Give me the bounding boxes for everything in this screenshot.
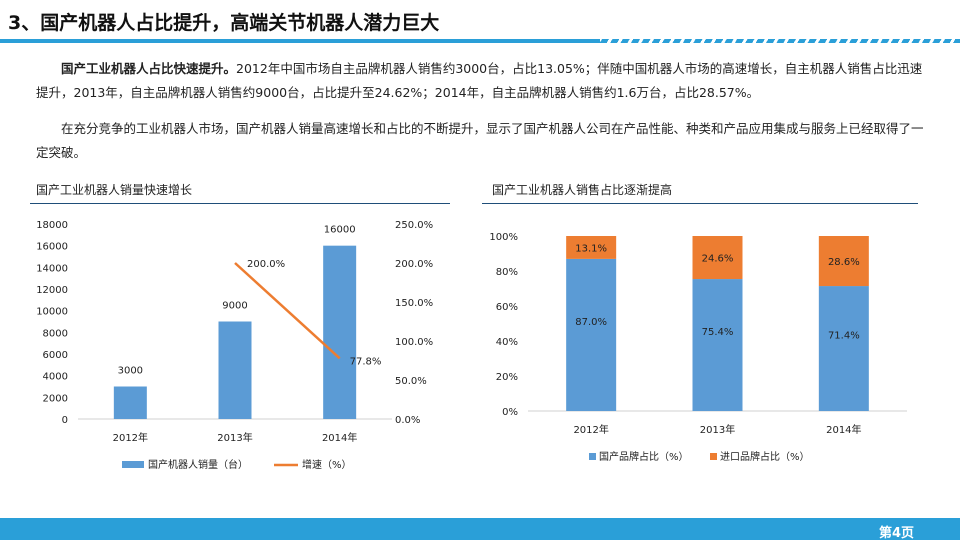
stacked-bar-import: [692, 236, 743, 280]
stacked-bar-domestic: [566, 258, 617, 411]
paragraph-1-body: 2012年中国市场自主品牌机器人销售约3000台，占比13.05%；伴随中国机器…: [36, 61, 923, 100]
right-chart-rule: [482, 203, 918, 204]
y-axis-tick-label: 8000: [43, 328, 68, 339]
y2-axis-tick-label: 150.0%: [395, 298, 433, 309]
y-axis-tick-label: 14000: [36, 263, 68, 274]
stacked-bar-domestic: [818, 286, 869, 411]
bar-data-label: 75.4%: [702, 327, 734, 338]
stacked-bar-import: [818, 236, 869, 287]
line-data-label: 200.0%: [247, 259, 285, 270]
growth-line: [234, 262, 341, 360]
stacked-bar-domestic: [692, 279, 743, 411]
y-axis-tick-label: 2000: [43, 393, 68, 404]
bar-data-label: 71.4%: [828, 331, 860, 342]
x-axis-category-label: 2013年: [700, 423, 735, 436]
bar-data-label: 16000: [324, 225, 356, 236]
legend-label-domestic: 国产品牌占比（%）: [599, 450, 689, 463]
right-chart-title: 国产工业机器人销售占比逐渐提高: [492, 183, 673, 197]
bar-data-label: 87.0%: [575, 317, 607, 328]
y-axis-tick-label: 16000: [36, 242, 68, 253]
share-stacked-chart: 0% 20% 40% 60% 80% 100% 87.0% 13.1% 75.4% 24.6% 71…: [489, 232, 907, 463]
y-axis-tick-label: 0%: [502, 407, 518, 418]
stacked-bar-import: [566, 236, 617, 259]
legend-swatch-bar: [122, 461, 144, 468]
sales-combo-chart: 0 2000 4000 6000 8000 10000 12000 14000 16000 180…: [36, 220, 433, 471]
x-axis-category-label: 2013年: [217, 431, 252, 444]
y-axis-tick-label: 10000: [36, 307, 68, 318]
bar-data-label: 3000: [118, 366, 143, 377]
y2-axis-tick-label: 50.0%: [395, 376, 427, 387]
legend-label-import: 进口品牌占比（%）: [720, 450, 810, 463]
page-number: 第4页: [878, 526, 914, 541]
slide-title: 3、国产机器人占比提升，高端关节机器人潜力巨大: [8, 12, 440, 34]
y-axis-tick-label: 60%: [496, 302, 518, 313]
legend-swatch-domestic: [589, 453, 596, 460]
bar: [323, 245, 357, 419]
x-axis-category-label: 2012年: [573, 423, 608, 436]
legend-swatch-import: [710, 453, 717, 460]
y-axis-tick-label: 0: [62, 415, 68, 426]
bar: [218, 321, 252, 419]
line-data-label: 77.8%: [350, 356, 382, 367]
bar: [113, 386, 147, 419]
y-axis-tick-label: 80%: [496, 267, 518, 278]
footer-bar: [0, 518, 960, 540]
y-axis-tick-label: 100%: [489, 232, 518, 243]
bar-data-label: 9000: [222, 301, 247, 312]
y-axis-tick-label: 4000: [43, 372, 68, 383]
x-axis-category-label: 2014年: [826, 423, 861, 436]
y2-axis-tick-label: 200.0%: [395, 259, 433, 270]
y-axis-tick-label: 12000: [36, 285, 68, 296]
x-axis-category-label: 2014年: [322, 431, 357, 444]
legend-label-bar: 国产机器人销量（台）: [148, 458, 248, 471]
bar-data-label: 24.6%: [702, 254, 734, 265]
left-chart-rule: [30, 203, 450, 204]
paragraph-1-lead: 国产工业机器人占比快速提升。: [61, 61, 237, 76]
y2-axis-tick-label: 0.0%: [395, 415, 420, 426]
title-underline: [0, 39, 600, 43]
bar-data-label: 28.6%: [828, 257, 860, 268]
legend-label-line: 增速（%）: [302, 458, 352, 471]
paragraph-1: 国产工业机器人占比快速提升。2012年中国市场自主品牌机器人销售约3000台，占…: [36, 57, 926, 105]
y2-axis-tick-label: 100.0%: [395, 337, 433, 348]
left-chart-title: 国产工业机器人销量快速增长: [36, 183, 193, 197]
y-axis-tick-label: 18000: [36, 220, 68, 231]
y2-axis-tick-label: 250.0%: [395, 220, 433, 231]
y-axis-tick-label: 40%: [496, 337, 518, 348]
title-underline-stripes: [600, 39, 960, 43]
y-axis-tick-label: 20%: [496, 372, 518, 383]
y-axis-tick-label: 6000: [43, 350, 68, 361]
x-axis-category-label: 2012年: [113, 431, 148, 444]
paragraph-2: 在充分竞争的工业机器人市场，国产机器人销量高速增长和占比的不断提升，显示了国产机…: [36, 121, 924, 160]
bar-data-label: 13.1%: [575, 243, 607, 254]
